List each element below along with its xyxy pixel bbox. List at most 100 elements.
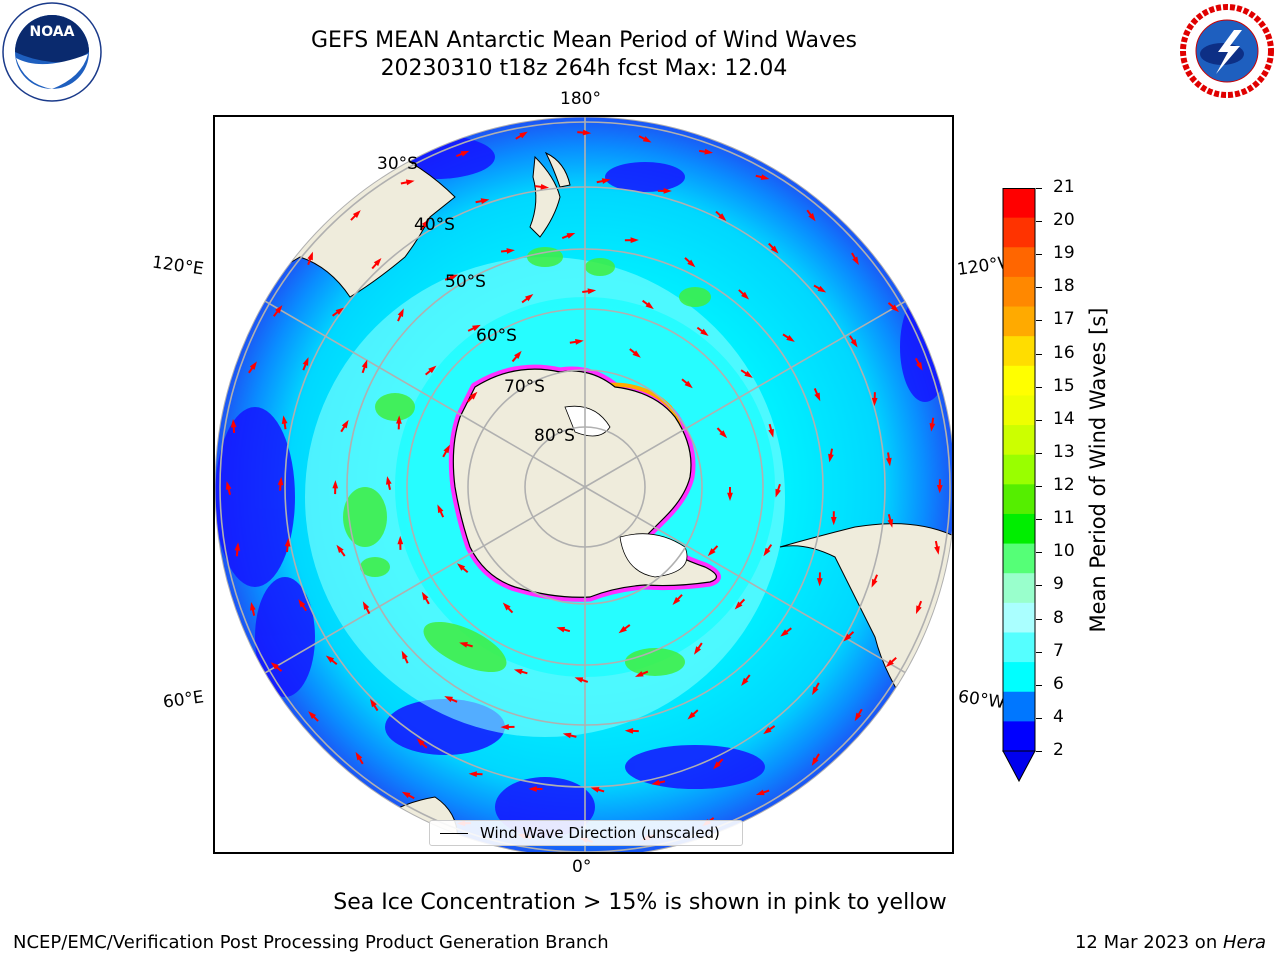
wave-arrow-head <box>480 198 490 204</box>
colorbar-tick-mark <box>1036 651 1042 653</box>
wave-arrow-head <box>472 324 481 331</box>
wind-wave-arrows <box>225 129 943 844</box>
chart-title-line1: GEFS MEAN Antarctic Mean Period of Wind … <box>311 28 857 53</box>
wave-arrow-head <box>519 131 528 139</box>
colorbar-swatch <box>1003 513 1035 545</box>
wave-arrow-head <box>850 338 858 348</box>
colorbar-swatch <box>1003 188 1035 219</box>
wave-arrow-head <box>642 136 652 143</box>
colorbar-swatch <box>1003 217 1035 248</box>
wave-arrow-head <box>624 728 634 734</box>
colorbar-tick-label: 15 <box>1053 375 1075 396</box>
colorbar-tick-label: 17 <box>1053 309 1075 330</box>
colorbar-tick-label: 7 <box>1053 640 1064 661</box>
lon-label-180: 180° <box>560 89 601 109</box>
wave-arrow-head <box>854 712 862 722</box>
footer-date-text: 12 Mar 2023 on <box>1074 932 1223 953</box>
wave-arrow-head <box>355 751 363 761</box>
wave-arrow-head <box>469 391 478 400</box>
wave-arrow-head <box>817 285 827 293</box>
wave-arrow-head <box>421 591 429 601</box>
wave-arrow-head <box>687 711 696 720</box>
colorbar-tick-mark <box>1036 254 1042 256</box>
wave-arrow-head <box>362 601 370 610</box>
wave-arrow-head <box>816 578 823 587</box>
wave-arrow-head <box>575 339 584 345</box>
wave-arrow-head <box>308 711 317 720</box>
colorbar-tick-mark <box>1036 452 1042 454</box>
colorbar-swatch <box>1003 632 1035 663</box>
wave-arrow-head <box>814 392 821 402</box>
wave-arrow-head <box>936 484 943 494</box>
footer-credit: NCEP/EMC/Verification Post Processing Pr… <box>13 932 609 953</box>
wave-arrow-head <box>396 415 402 424</box>
wave-arrow-head <box>887 519 894 528</box>
wave-arrow-head <box>929 423 936 432</box>
wave-arrow-head <box>727 492 733 501</box>
wave-arrow-head <box>770 245 779 254</box>
wave-arrow-head <box>335 307 344 315</box>
legend-text: Wind Wave Direction (unscaled) <box>480 824 720 842</box>
wave-arrow-head <box>693 646 702 655</box>
wave-arrow-head <box>684 380 693 389</box>
wave-arrow-head <box>249 361 257 370</box>
wave-arrow-head <box>843 633 852 642</box>
colorbar-swatch <box>1003 395 1035 426</box>
wave-arrow-head <box>741 291 750 300</box>
wave-arrow-head <box>562 732 572 739</box>
chart-title-line2: 20230310 t18z 264h fcst Max: 12.04 <box>380 56 788 81</box>
wave-arrow-head <box>307 251 313 261</box>
wave-arrow-head <box>763 547 771 557</box>
colorbar-tick-label: 12 <box>1053 475 1075 496</box>
wave-arrow-head <box>687 259 696 268</box>
colorbar-tick-mark <box>1036 386 1042 388</box>
wave-arrow-head <box>934 546 940 555</box>
colorbar-swatch <box>1003 276 1035 308</box>
ocean-field <box>215 117 952 852</box>
colorbar-tick-mark <box>1036 519 1042 521</box>
wave-arrow-head <box>632 350 641 358</box>
wave-arrow-head <box>421 219 430 228</box>
wave-arrow-head <box>369 698 377 708</box>
wave-arrow-head <box>361 359 368 369</box>
nws-logo <box>1178 2 1276 100</box>
colorbar-tick-label: 16 <box>1053 342 1075 363</box>
wave-arrow-head <box>500 724 509 730</box>
wave-arrow-head <box>566 232 576 239</box>
colorbar-tick-mark <box>1036 684 1042 686</box>
lat-label-50s: 50°S <box>445 272 486 292</box>
wave-arrow-head <box>325 655 335 663</box>
legend-line-icon <box>440 833 468 834</box>
wave-arrow-head <box>443 444 451 454</box>
lat-label-70s: 70°S <box>504 377 545 397</box>
wave-arrow-head <box>456 563 466 571</box>
wave-arrow-head <box>651 779 661 786</box>
wave-arrow-head <box>397 535 404 545</box>
colorbar-tick-label: 11 <box>1053 508 1075 529</box>
colorbar-tick-mark <box>1036 552 1042 554</box>
wave-arrow-head <box>630 237 639 244</box>
colorbar-tick-label: 14 <box>1053 408 1075 429</box>
colorbar-swatch <box>1003 721 1035 752</box>
colorbar-label: Mean Period of Wind Waves [s] <box>1086 307 1110 633</box>
map-legend: Wind Wave Direction (unscaled) <box>429 820 743 846</box>
wave-arrow-head <box>574 677 584 683</box>
wave-arrow-head <box>302 357 309 366</box>
wave-arrow-head <box>719 430 728 439</box>
wave-arrow-head <box>811 757 819 766</box>
wave-arrow-head <box>459 642 468 648</box>
wave-arrow-head <box>428 365 437 374</box>
polar-map <box>215 117 952 852</box>
wave-arrow-head <box>336 544 344 554</box>
lat-label-80s: 80°S <box>534 426 575 446</box>
wave-arrow-head <box>514 350 522 359</box>
noaa-logo: NOAA <box>2 2 102 102</box>
wave-arrow-head <box>352 210 361 218</box>
wave-arrow-head <box>298 599 306 608</box>
colorbar-swatch <box>1003 662 1035 693</box>
wave-arrow-head <box>230 419 237 428</box>
wave-arrow-head <box>502 602 511 611</box>
wave-arrow-head <box>871 397 878 407</box>
colorbar-tick-mark <box>1036 585 1042 587</box>
wave-arrow-head <box>281 415 288 424</box>
